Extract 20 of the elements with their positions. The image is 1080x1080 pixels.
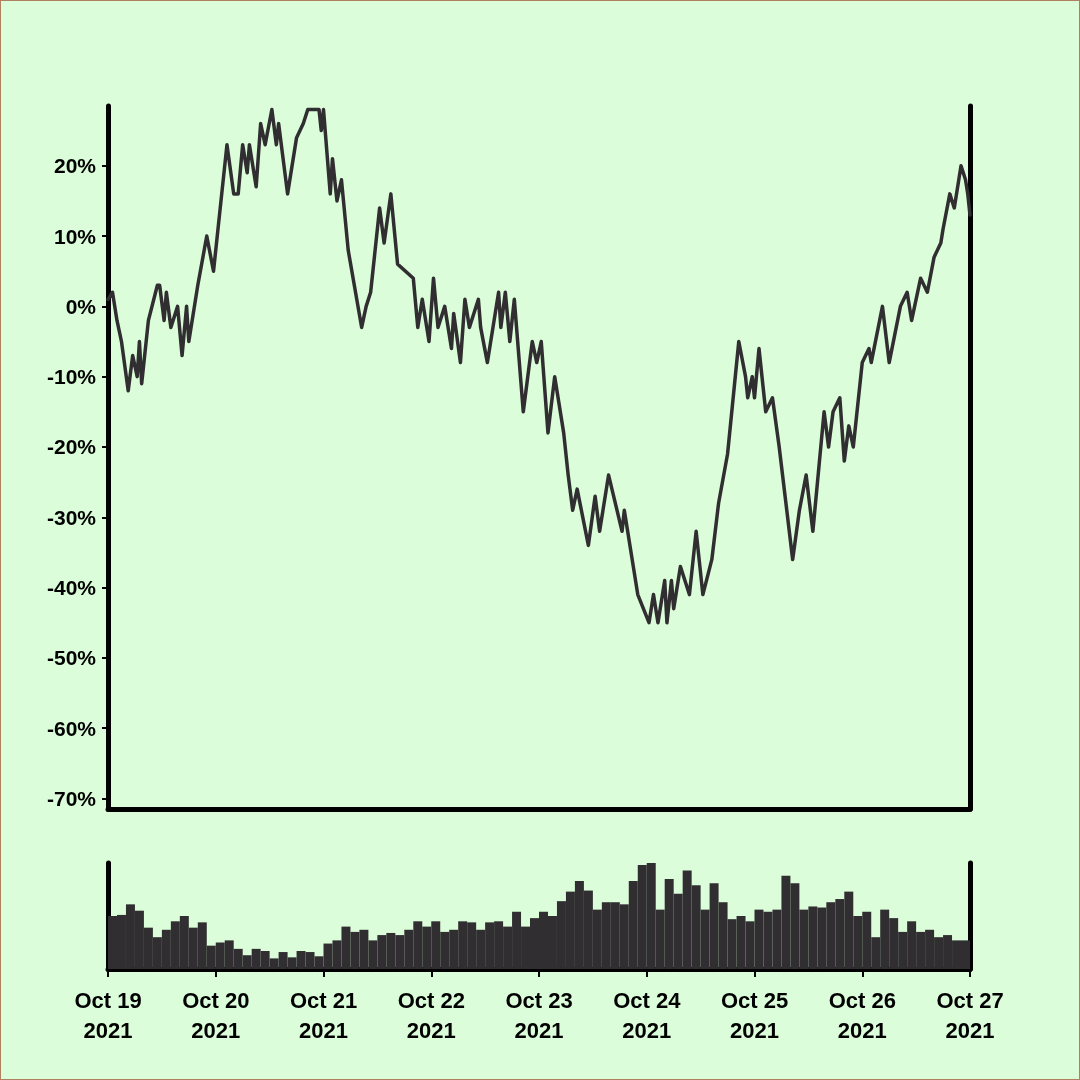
y-tick-label: -50% xyxy=(46,646,97,670)
x-tick-label: Oct 26 2021 xyxy=(828,987,896,1043)
y-tick-label: -70% xyxy=(46,786,97,810)
x-tick-label: Oct 21 2021 xyxy=(289,987,358,1043)
y-tick-label: 0% xyxy=(65,294,97,318)
y-tick-label: -40% xyxy=(46,576,97,600)
x-tick-label: Oct 24 2021 xyxy=(613,987,682,1043)
y-tick-label: -20% xyxy=(46,435,97,459)
y-tick-label: 10% xyxy=(53,224,97,248)
y-tick-label: -10% xyxy=(46,365,97,389)
x-tick-label: Oct 27 2021 xyxy=(936,987,1004,1043)
y-tick-label: -60% xyxy=(46,716,97,740)
x-tick-label: Oct 23 2021 xyxy=(505,987,573,1043)
x-tick-label: Oct 25 2021 xyxy=(720,987,789,1043)
x-tick-label: Oct 20 2021 xyxy=(182,987,250,1043)
line-series xyxy=(106,107,972,625)
x-tick-label: Oct 19 2021 xyxy=(74,987,142,1043)
y-tick-label: 20% xyxy=(53,154,97,178)
y-tick-label: -30% xyxy=(46,505,97,529)
x-tick-label: Oct 22 2021 xyxy=(397,987,465,1043)
